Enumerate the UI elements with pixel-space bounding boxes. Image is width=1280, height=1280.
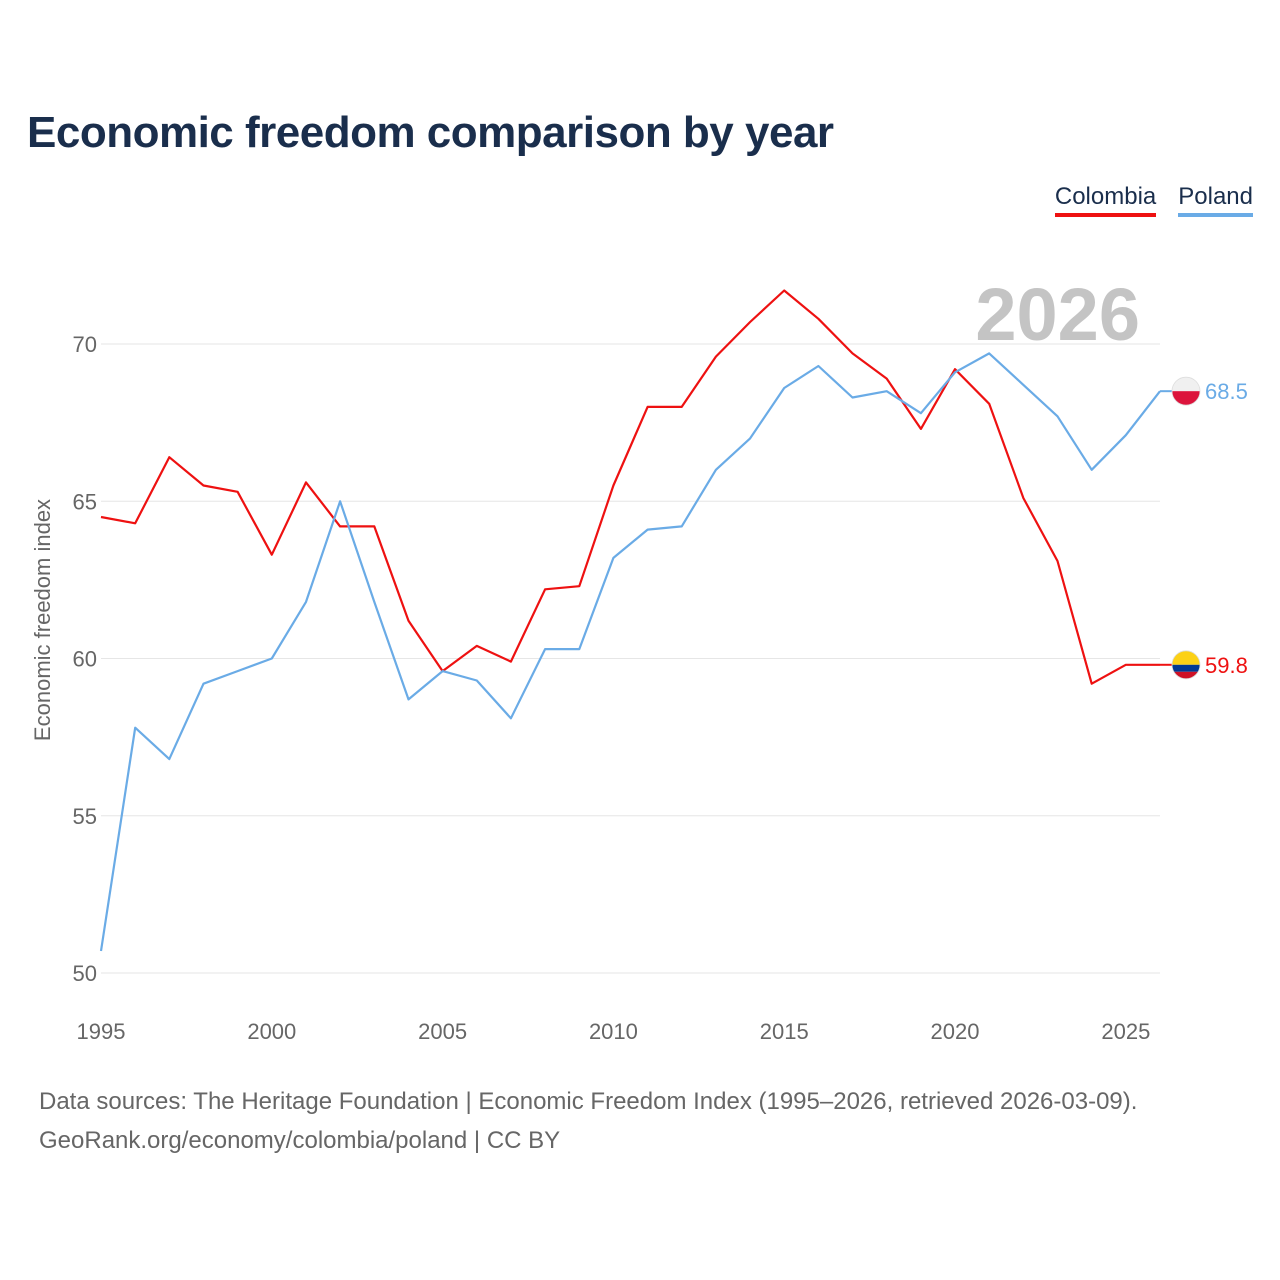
series-end-label-colombia: 59.8 [1205,653,1248,678]
x-tick-label-1995: 1995 [77,1019,126,1044]
chart-title: Economic freedom comparison by year [27,108,834,157]
colombia-flag-icon [1172,650,1200,679]
x-tick-label-2025: 2025 [1101,1019,1150,1044]
data-source-text: Data sources: The Heritage Foundation | … [39,1088,1138,1115]
legend-item-poland[interactable]: Poland [1178,183,1253,217]
legend-item-colombia[interactable]: Colombia [1054,183,1157,217]
year-watermark: 2026 [975,273,1140,356]
license-text: GeoRank.org/economy/colombia/poland | CC… [39,1127,561,1154]
x-tick-label-2005: 2005 [418,1019,467,1044]
flag-outline-poland [1171,376,1201,406]
x-tick-label-2020: 2020 [931,1019,980,1044]
flag-outline-colombia [1171,650,1201,680]
poland-flag-icon [1172,377,1200,406]
series-line-colombia [100,289,1160,685]
legend: Colombia Poland [1054,183,1253,217]
y-axis-label: Economic freedom index [30,499,55,741]
series-end-label-poland: 68.5 [1205,379,1248,404]
y-tick-label-70: 70 [73,332,97,357]
y-tick-label-60: 60 [73,647,97,672]
y-tick-label-65: 65 [73,489,97,514]
y-tick-label-50: 50 [73,961,97,986]
x-tick-label-2010: 2010 [589,1019,638,1044]
series-line-poland [99,352,1161,952]
x-tick-label-2000: 2000 [247,1019,296,1044]
x-tick-label-2015: 2015 [760,1019,809,1044]
y-tick-label-55: 55 [73,804,97,829]
